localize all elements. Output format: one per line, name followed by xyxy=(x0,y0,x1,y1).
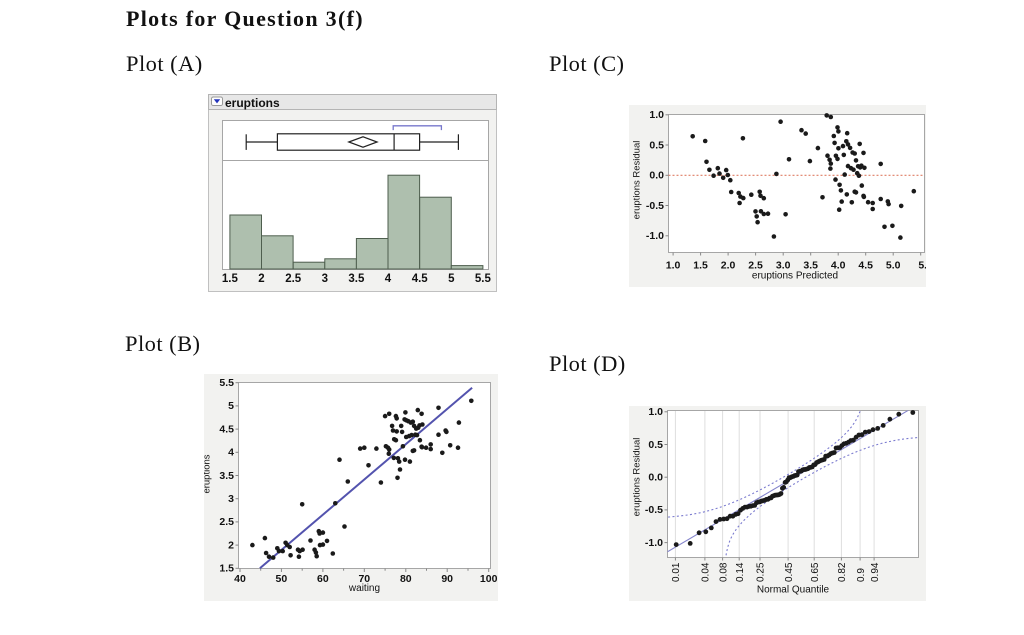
svg-text:2.5: 2.5 xyxy=(285,273,302,285)
svg-text:2: 2 xyxy=(228,539,234,551)
svg-text:5: 5 xyxy=(228,400,234,412)
svg-text:100: 100 xyxy=(480,573,498,585)
svg-text:3.5: 3.5 xyxy=(803,260,818,272)
svg-text:3.5: 3.5 xyxy=(219,470,234,482)
svg-text:5: 5 xyxy=(448,273,455,285)
svg-text:-0.5: -0.5 xyxy=(646,200,664,212)
svg-text:40: 40 xyxy=(234,573,246,585)
svg-text:0.0: 0.0 xyxy=(649,170,664,182)
svg-text:0.5: 0.5 xyxy=(648,439,663,451)
svg-text:1.5: 1.5 xyxy=(693,260,708,272)
svg-text:0.01: 0.01 xyxy=(671,562,682,582)
svg-text:1.0: 1.0 xyxy=(648,406,663,418)
svg-text:3.0: 3.0 xyxy=(776,260,791,272)
svg-text:1.5: 1.5 xyxy=(222,273,239,285)
svg-text:0.08: 0.08 xyxy=(718,562,729,582)
svg-text:0.0: 0.0 xyxy=(648,472,663,484)
svg-text:5.: 5. xyxy=(918,260,926,272)
svg-text:3.5: 3.5 xyxy=(348,273,365,285)
svg-text:80: 80 xyxy=(400,573,412,585)
svg-text:3: 3 xyxy=(322,273,328,285)
svg-text:eruptions: eruptions xyxy=(204,454,213,493)
svg-text:4.5: 4.5 xyxy=(858,260,873,272)
svg-text:70: 70 xyxy=(358,573,370,585)
svg-text:50: 50 xyxy=(276,573,288,585)
svg-text:2.5: 2.5 xyxy=(219,516,234,528)
svg-text:eruptions Predicted: eruptions Predicted xyxy=(752,271,838,282)
svg-text:1.5: 1.5 xyxy=(219,563,234,575)
svg-text:4.0: 4.0 xyxy=(831,260,846,272)
svg-text:-0.5: -0.5 xyxy=(645,504,663,516)
svg-text:1.0: 1.0 xyxy=(649,109,664,121)
svg-text:-1.0: -1.0 xyxy=(646,230,664,242)
svg-text:eruptions: eruptions xyxy=(225,96,280,110)
svg-text:0.14: 0.14 xyxy=(735,562,746,582)
svg-text:Normal Quantile: Normal Quantile xyxy=(757,585,830,596)
svg-text:0.94: 0.94 xyxy=(870,562,881,582)
svg-text:60: 60 xyxy=(317,573,329,585)
svg-text:0.25: 0.25 xyxy=(756,562,767,582)
svg-text:0.65: 0.65 xyxy=(810,562,821,582)
svg-text:waiting: waiting xyxy=(348,583,380,594)
svg-text:4: 4 xyxy=(228,447,234,459)
svg-text:0.45: 0.45 xyxy=(784,562,795,582)
svg-text:-1.0: -1.0 xyxy=(645,537,663,549)
svg-text:0.5: 0.5 xyxy=(649,139,664,151)
svg-text:5.5: 5.5 xyxy=(219,377,234,389)
svg-text:0.04: 0.04 xyxy=(701,562,712,582)
svg-text:3: 3 xyxy=(228,493,234,505)
svg-text:5.5: 5.5 xyxy=(475,273,492,285)
svg-text:4.5: 4.5 xyxy=(412,273,429,285)
svg-text:eruptions Residual: eruptions Residual xyxy=(631,141,642,220)
svg-text:4.5: 4.5 xyxy=(219,423,234,435)
svg-text:90: 90 xyxy=(441,573,453,585)
svg-text:4: 4 xyxy=(385,273,392,285)
svg-text:2.0: 2.0 xyxy=(721,260,736,272)
svg-text:1.0: 1.0 xyxy=(666,260,681,272)
svg-text:5.0: 5.0 xyxy=(886,260,901,272)
svg-text:0.82: 0.82 xyxy=(837,562,848,582)
svg-text:eruptions Residual: eruptions Residual xyxy=(631,438,642,517)
svg-text:2.5: 2.5 xyxy=(748,260,763,272)
svg-text:2: 2 xyxy=(258,273,264,285)
svg-text:0.9: 0.9 xyxy=(856,568,867,582)
